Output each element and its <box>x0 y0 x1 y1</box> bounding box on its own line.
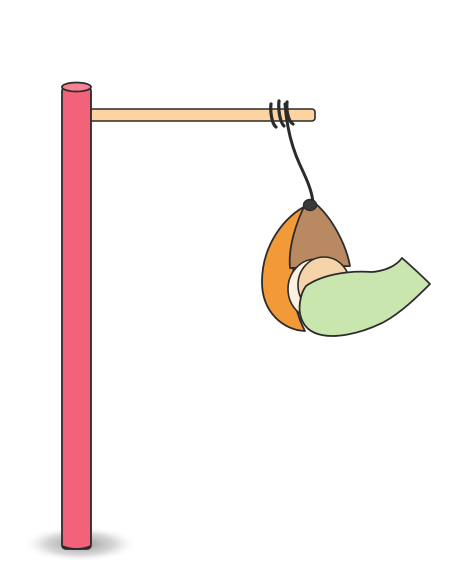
hanging-bundle-icon <box>262 200 430 336</box>
pole-icon <box>62 83 91 550</box>
